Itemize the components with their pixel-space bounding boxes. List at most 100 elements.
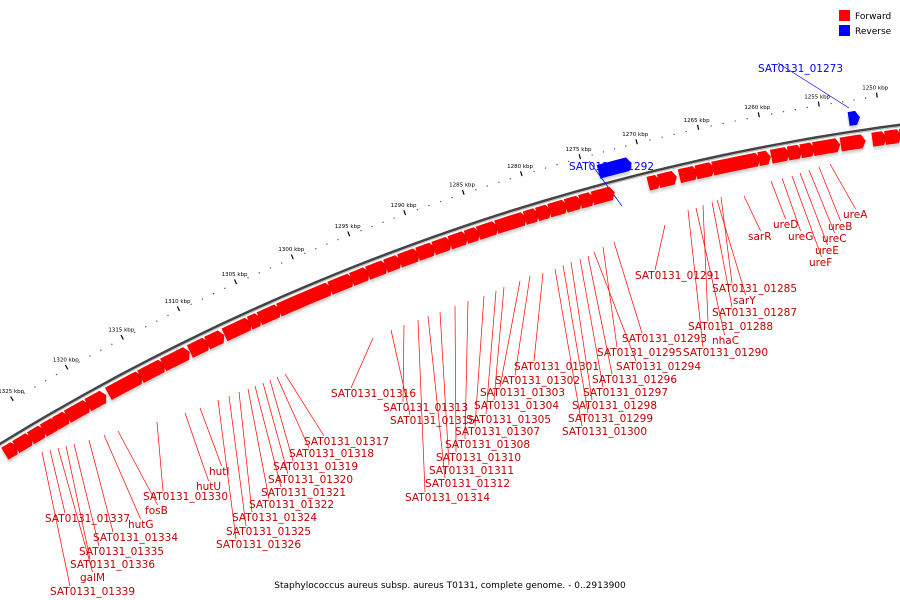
gene-label[interactable]: SAT0131_01291 (635, 270, 720, 282)
gene-label[interactable]: ureA (843, 209, 868, 221)
gene-label[interactable]: SAT0131_01321 (261, 487, 346, 499)
gene-label[interactable]: SAT0131_01294 (616, 361, 701, 373)
leader-line (474, 295, 485, 427)
leader-line (156, 421, 164, 492)
scale-tick-label: 1280 kbp (507, 164, 533, 170)
gene-label[interactable]: SAT0131_01326 (216, 539, 301, 551)
gene-label[interactable]: ureD (773, 219, 798, 231)
gene-label[interactable]: ureB (828, 221, 852, 233)
gene-label[interactable]: SAT0131_01305 (466, 414, 551, 426)
gene-label[interactable]: SAT0131_01312 (425, 478, 510, 490)
forward-gene-arrow (563, 195, 582, 213)
leader-line (588, 160, 623, 207)
gene-label[interactable]: ureG (788, 231, 813, 243)
gene-label[interactable]: SAT0131_01316 (331, 388, 416, 400)
gene-label[interactable]: hutG (128, 519, 154, 531)
forward-gene-arrow (39, 418, 58, 437)
scale-tick (875, 92, 878, 98)
gene-label[interactable]: SAT0131_01335 (79, 546, 164, 558)
gene-label[interactable]: SAT0131_01288 (688, 321, 773, 333)
scale-minor-tick (794, 108, 797, 111)
gene-label[interactable]: SAT0131_01320 (268, 474, 353, 486)
forward-gene-arrow (84, 390, 107, 412)
gene-label[interactable]: SAT0131_01292 (569, 161, 654, 173)
legend-reverse-swatch (839, 25, 850, 36)
gene-label[interactable]: SAT0131_01296 (592, 374, 677, 386)
gene-label[interactable]: SAT0131_01302 (495, 375, 580, 387)
scale-minor-tick (78, 361, 80, 363)
scale-minor-tick (337, 238, 339, 241)
scale-minor-tick (167, 314, 169, 317)
gene-label[interactable]: SAT0131_01304 (474, 400, 559, 412)
legend-reverse-label: Reverse (855, 27, 892, 37)
gene-label[interactable]: SAT0131_01293 (622, 333, 707, 345)
gene-label[interactable]: SAT0131_01300 (562, 426, 647, 438)
scale-minor-tick (830, 102, 832, 105)
label-leader-lines (41, 62, 856, 587)
gene-label[interactable]: SAT0131_01318 (289, 448, 374, 460)
leader-line (199, 407, 222, 467)
leader-line (654, 224, 666, 271)
forward-gene-arrow (186, 337, 209, 358)
gene-label[interactable]: SAT0131_01313 (383, 402, 468, 414)
leader-line (781, 177, 801, 232)
forward-gene-arrow (327, 273, 354, 295)
leader-line (829, 163, 856, 210)
forward-gene-arrow (63, 400, 90, 423)
gene-label[interactable]: galM (80, 572, 105, 584)
gene-label[interactable]: ureC (822, 233, 847, 245)
scale-minor-tick (864, 97, 867, 99)
gene-label[interactable]: SAT0131_01322 (249, 499, 334, 511)
gene-label[interactable]: ureE (815, 245, 839, 257)
gene-label[interactable]: SAT0131_01290 (683, 347, 768, 359)
scale-minor-tick (475, 188, 477, 191)
gene-label[interactable]: ureF (809, 257, 832, 269)
forward-gene-arrow (547, 199, 568, 218)
gene-label[interactable]: SAT0131_01324 (232, 512, 317, 524)
forward-gene-arrow (535, 204, 552, 222)
scale-minor-tick (685, 130, 687, 133)
gene-label[interactable]: SAT0131_01298 (572, 400, 657, 412)
gene-label[interactable]: SAT0131_01315 (390, 415, 475, 427)
leader-line (770, 180, 786, 220)
leader-line (791, 175, 822, 258)
gene-label[interactable]: nhaC (712, 335, 739, 347)
gene-label[interactable]: SAT0131_01334 (93, 532, 178, 544)
gene-label[interactable]: SAT0131_01297 (583, 387, 668, 399)
gene-label[interactable]: SAT0131_01311 (429, 465, 514, 477)
scale-tick-label: 1275 kbp (566, 147, 592, 153)
scale-minor-tick (23, 392, 25, 394)
gene-label[interactable]: hutU (196, 481, 221, 493)
forward-gene-arrow (276, 282, 332, 317)
gene-label[interactable]: SAT0131_01337 (45, 513, 130, 525)
gene-label[interactable]: SAT0131_01285 (712, 283, 797, 295)
forward-gene-arrow (694, 162, 715, 180)
gene-label[interactable]: SAT0131_01310 (436, 452, 521, 464)
gene-label[interactable]: SAT0131_01273 (758, 63, 843, 75)
reverse-gene-arrow (847, 110, 860, 126)
gene-label[interactable]: SAT0131_01325 (226, 526, 311, 538)
scale-minor-tick (416, 208, 419, 211)
gene-label[interactable]: SAT0131_01319 (273, 461, 358, 473)
gene-label[interactable]: SAT0131_01295 (597, 347, 682, 359)
gene-labels: SAT0131_01273SAT0131_01292ureAureBureCur… (45, 63, 868, 598)
gene-label[interactable]: SAT0131_01339 (50, 586, 135, 598)
gene-label[interactable]: sarR (748, 231, 772, 243)
gene-label[interactable]: SAT0131_01287 (712, 307, 797, 319)
gene-label[interactable]: fosB (145, 505, 168, 517)
leader-line (88, 439, 114, 533)
gene-label[interactable]: SAT0131_01336 (70, 559, 155, 571)
gene-label[interactable]: SAT0131_01303 (480, 387, 565, 399)
gene-label[interactable]: SAT0131_01317 (304, 436, 389, 448)
scale-ticks: 1250 kbp 1255 kbp 1260 kbp 1265 kbp 1270 kbp… (0, 86, 889, 402)
gene-label[interactable]: SAT0131_01307 (455, 426, 540, 438)
forward-gene-arrow (246, 313, 261, 330)
gene-label[interactable]: SAT0131_01301 (514, 361, 599, 373)
gene-label[interactable]: SAT0131_01330 (143, 491, 228, 503)
gene-label[interactable]: SAT0131_01299 (568, 413, 653, 425)
gene-label[interactable]: hutI (209, 466, 230, 478)
gene-label[interactable]: SAT0131_01314 (405, 492, 490, 504)
leader-line (777, 62, 850, 109)
gene-label[interactable]: sarY (733, 295, 756, 307)
gene-label[interactable]: SAT0131_01308 (445, 439, 530, 451)
